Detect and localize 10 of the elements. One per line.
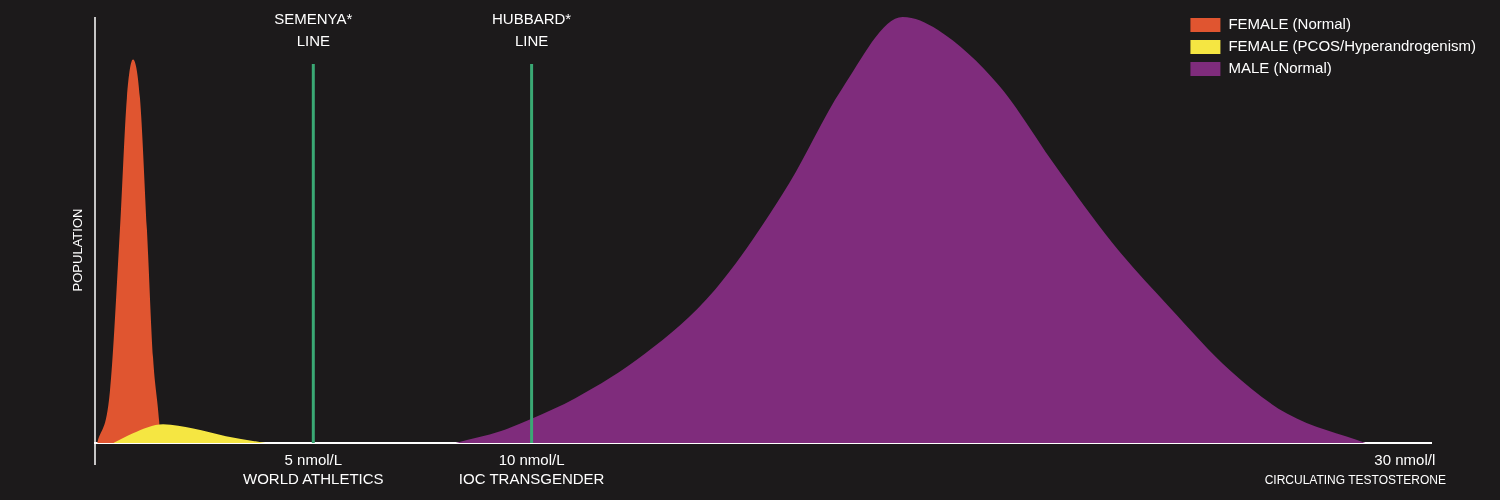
x-tick-label: 30 nmol/l xyxy=(1374,450,1436,468)
x-tick-label: 10 nmol/L IOC TRANSGENDER xyxy=(458,450,605,488)
legend-label: FEMALE (PCOS/Hyperandrogenism) xyxy=(1228,37,1477,55)
legend-label: FEMALE (Normal) xyxy=(1228,15,1351,33)
ref-line-label: HUBBARD* LINE xyxy=(492,10,572,50)
legend-label: MALE (Normal) xyxy=(1228,59,1332,77)
x-tick-label: 5 nmol/L WORLD ATHLETICS xyxy=(243,450,384,488)
y-axis-title: POPULATION xyxy=(70,208,86,292)
ref-line-label: SEMENYA* LINE xyxy=(274,10,353,50)
x-axis-title: CIRCULATING TESTOSTERONE xyxy=(1264,473,1446,488)
